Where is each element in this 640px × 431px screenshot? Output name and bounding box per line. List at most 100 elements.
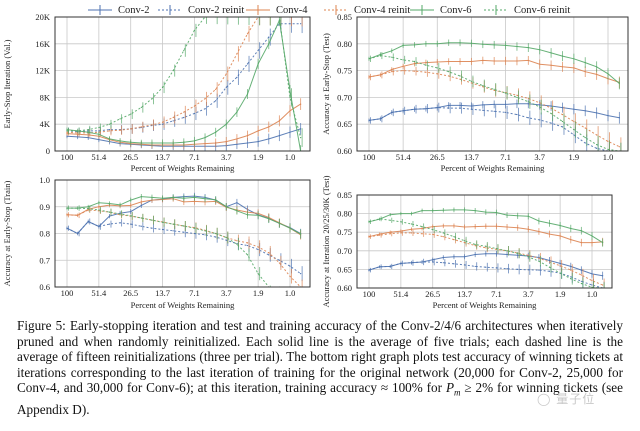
y-tick-label: 0.85 xyxy=(337,190,352,200)
data-point xyxy=(474,244,476,247)
data-point xyxy=(172,230,174,232)
data-point xyxy=(596,143,598,146)
data-point xyxy=(421,227,423,230)
series-line xyxy=(368,261,603,288)
data-point xyxy=(300,23,302,25)
data-point xyxy=(573,58,575,60)
data-point xyxy=(225,239,227,241)
y-axis-label: Accuracy at Early-Stop (Train) xyxy=(2,181,12,287)
data-point xyxy=(289,275,291,277)
x-tick-label: 1.0 xyxy=(285,152,296,162)
data-point xyxy=(391,71,393,73)
data-point xyxy=(602,275,604,277)
data-point xyxy=(425,71,427,73)
data-point xyxy=(257,63,259,65)
data-point xyxy=(87,131,89,133)
data-point xyxy=(463,226,466,228)
data-point xyxy=(561,113,564,116)
y-tick-label: 0.6 xyxy=(39,282,50,292)
data-point xyxy=(618,82,620,85)
x-tick-label: 13.7 xyxy=(155,152,170,162)
data-point xyxy=(289,265,291,267)
data-point xyxy=(379,218,381,220)
caption-text-1: Early-stopping iteration and test and tr… xyxy=(17,318,623,396)
data-point xyxy=(193,29,196,31)
series-line xyxy=(368,107,620,151)
data-point xyxy=(580,282,582,285)
y-tick-label: 4K xyxy=(40,119,51,129)
legend-item: Conv-4 xyxy=(246,2,308,18)
x-tick-label: 100 xyxy=(61,288,74,298)
data-point xyxy=(204,98,206,100)
data-point xyxy=(98,139,100,141)
data-point xyxy=(584,127,586,129)
data-point xyxy=(436,73,438,75)
x-tick-label: 3.7 xyxy=(221,152,232,162)
data-point xyxy=(402,110,404,112)
data-point xyxy=(77,136,79,138)
data-point xyxy=(161,123,164,125)
data-point xyxy=(421,233,423,235)
plot-frame xyxy=(356,16,629,152)
data-point xyxy=(183,225,185,227)
data-point xyxy=(140,126,142,128)
data-point xyxy=(183,111,185,113)
data-point xyxy=(517,268,519,270)
data-point xyxy=(527,256,529,258)
data-point xyxy=(448,42,450,44)
data-point xyxy=(482,86,484,88)
data-point xyxy=(474,210,476,212)
data-point xyxy=(140,106,142,109)
data-point xyxy=(161,86,164,88)
data-point xyxy=(140,204,142,207)
data-point xyxy=(257,273,259,275)
y-tick-label: 0.75 xyxy=(337,227,352,237)
data-point xyxy=(413,60,416,63)
data-point xyxy=(400,213,402,215)
data-point xyxy=(539,106,541,108)
data-point xyxy=(470,105,473,107)
data-point xyxy=(236,76,238,78)
data-point xyxy=(66,130,68,132)
data-point xyxy=(495,247,498,250)
y-tick-label: 0.65 xyxy=(337,119,352,129)
data-point xyxy=(204,230,206,232)
data-point xyxy=(470,42,473,44)
data-point xyxy=(400,221,402,223)
legend-label: Conv-6 xyxy=(440,4,472,16)
data-point xyxy=(391,68,393,71)
data-point xyxy=(98,126,100,129)
data-point xyxy=(459,107,461,109)
data-point xyxy=(66,214,68,216)
data-point xyxy=(268,254,270,256)
data-point xyxy=(470,80,473,82)
data-point xyxy=(570,278,572,280)
data-point xyxy=(246,214,249,216)
data-point xyxy=(368,221,370,223)
data-point xyxy=(559,262,561,265)
data-point xyxy=(548,261,551,263)
data-point xyxy=(516,96,518,98)
data-point xyxy=(172,116,174,119)
data-point xyxy=(584,71,586,73)
data-point xyxy=(561,106,564,109)
figure-caption: Figure 5: Early-stopping iteration and t… xyxy=(17,318,623,417)
data-point xyxy=(389,265,391,268)
y-tick-label: 0 xyxy=(46,146,50,156)
x-tick-label: 1.9 xyxy=(569,152,580,162)
data-point xyxy=(77,207,79,209)
data-point xyxy=(246,244,249,247)
data-point xyxy=(573,120,575,123)
data-point xyxy=(391,50,393,52)
data-point xyxy=(98,206,100,208)
y-tick-label: 0.7 xyxy=(39,255,50,265)
data-point xyxy=(527,269,529,271)
data-point xyxy=(442,262,444,264)
data-point xyxy=(215,88,217,90)
y-tick-label: 0.9 xyxy=(39,202,50,212)
data-point xyxy=(246,93,249,95)
data-point xyxy=(493,60,495,62)
legend-line-icon xyxy=(158,5,182,15)
data-point xyxy=(193,105,196,107)
data-point xyxy=(413,44,416,46)
